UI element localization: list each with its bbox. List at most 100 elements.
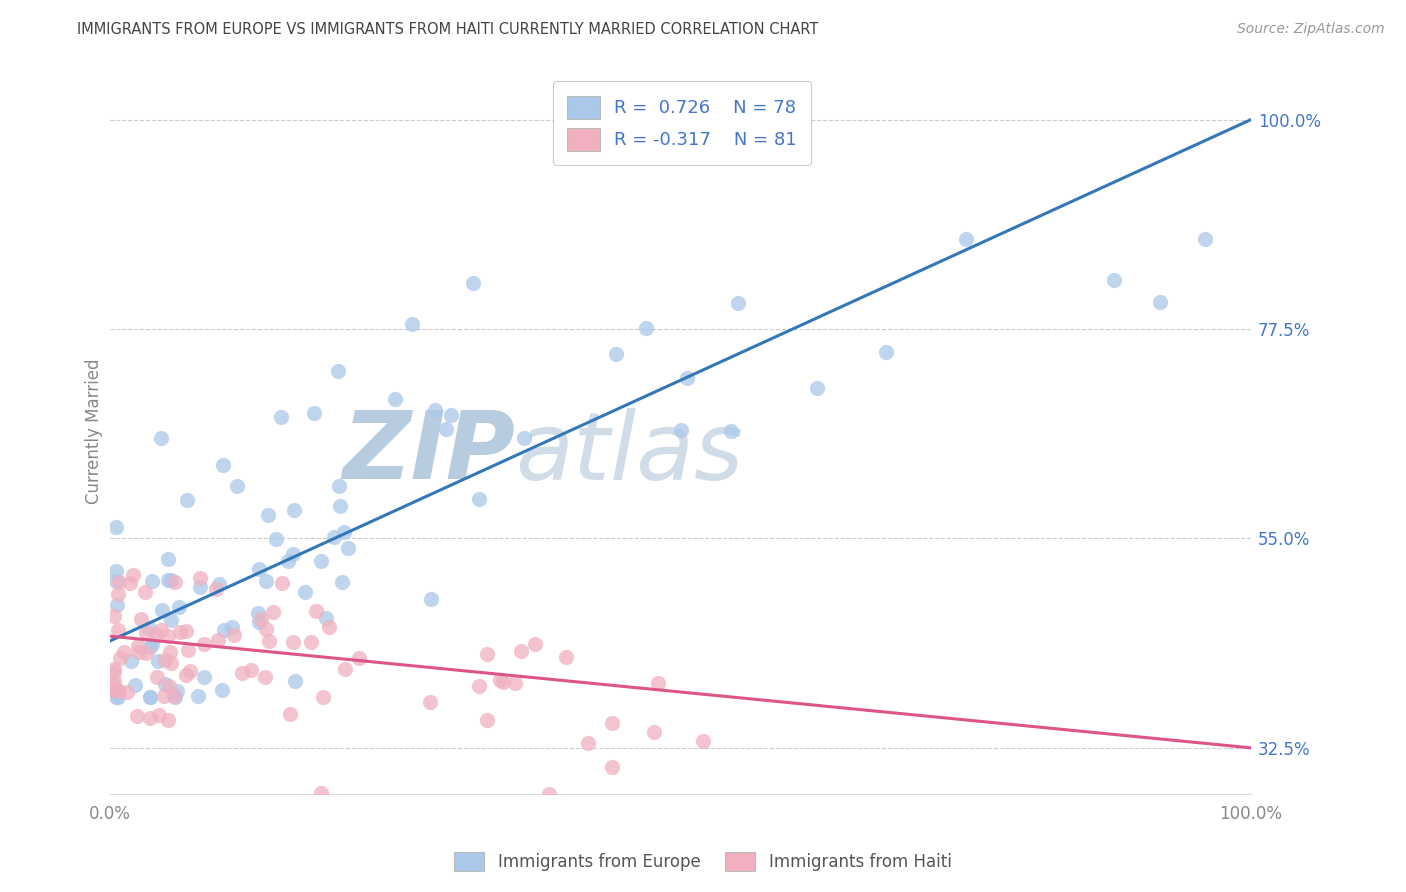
Point (636, 321, 658, 335)
Point (104, 574, 127, 588)
Point (475, 648, 498, 662)
Point (190, 571, 212, 585)
Point (312, 690, 335, 704)
Point (105, 682, 128, 697)
Point (157, 629, 180, 643)
Point (150, 431, 173, 445)
Point (177, 642, 200, 657)
Point (146, 670, 169, 684)
Point (270, 410, 292, 425)
Point (434, 421, 457, 435)
Point (153, 689, 176, 703)
Text: atlas: atlas (515, 408, 744, 499)
Point (141, 574, 163, 588)
Point (103, 662, 125, 676)
Legend: R =  0.726    N = 78, R = -0.317    N = 81: R = 0.726 N = 78, R = -0.317 N = 81 (553, 81, 811, 166)
Point (330, 575, 353, 590)
Point (555, 650, 578, 665)
Point (600, 759, 623, 773)
Point (513, 431, 536, 445)
Point (187, 689, 209, 703)
Point (211, 682, 233, 697)
Point (174, 668, 197, 682)
Point (103, 608, 125, 623)
Point (193, 637, 215, 651)
Point (134, 585, 156, 599)
Point (156, 714, 179, 728)
Point (135, 625, 157, 640)
Point (160, 574, 183, 588)
Point (246, 606, 269, 620)
Point (253, 670, 276, 684)
Point (349, 651, 371, 665)
Point (489, 673, 512, 687)
Point (254, 574, 277, 589)
Point (138, 690, 160, 704)
Point (128, 645, 150, 659)
Point (302, 406, 325, 420)
Point (105, 598, 128, 612)
Point (104, 519, 127, 533)
Point (122, 567, 145, 582)
Point (160, 657, 183, 671)
Point (176, 492, 198, 507)
Point (283, 503, 305, 517)
Point (523, 637, 546, 651)
Point (647, 675, 669, 690)
Point (118, 576, 141, 591)
Point (179, 664, 201, 678)
Point (492, 675, 515, 690)
Point (104, 564, 127, 578)
Point (240, 664, 263, 678)
Point (257, 508, 280, 523)
Point (384, 392, 406, 406)
Point (600, 715, 623, 730)
Point (538, 788, 561, 802)
Point (212, 624, 235, 638)
Point (124, 678, 146, 692)
Point (304, 604, 326, 618)
Point (294, 585, 316, 599)
Point (221, 620, 243, 634)
Point (157, 551, 180, 566)
Point (423, 403, 446, 417)
Point (108, 651, 131, 665)
Point (318, 620, 340, 634)
Point (955, 232, 977, 246)
Point (127, 639, 149, 653)
Point (127, 709, 149, 723)
Point (146, 654, 169, 668)
Point (249, 612, 271, 626)
Point (159, 645, 181, 659)
Point (141, 637, 163, 651)
Point (284, 674, 307, 689)
Point (224, 628, 246, 642)
Point (145, 627, 167, 641)
Point (328, 364, 350, 378)
Point (139, 711, 162, 725)
Point (329, 499, 352, 513)
Point (333, 662, 356, 676)
Point (112, 644, 135, 658)
Point (166, 683, 188, 698)
Point (468, 491, 491, 506)
Point (461, 276, 484, 290)
Point (103, 665, 125, 680)
Point (875, 344, 897, 359)
Point (309, 554, 332, 568)
Point (156, 573, 179, 587)
Point (159, 613, 181, 627)
Point (150, 603, 173, 617)
Point (107, 690, 129, 704)
Point (806, 381, 828, 395)
Point (103, 679, 125, 693)
Point (103, 683, 125, 698)
Point (328, 479, 350, 493)
Point (157, 679, 180, 693)
Point (1149, 294, 1171, 309)
Point (138, 690, 160, 704)
Point (401, 318, 423, 332)
Point (419, 695, 441, 709)
Point (309, 787, 332, 801)
Text: IMMIGRANTS FROM EUROPE VS IMMIGRANTS FROM HAITI CURRENTLY MARRIED CORRELATION CH: IMMIGRANTS FROM EUROPE VS IMMIGRANTS FRO… (77, 22, 818, 37)
